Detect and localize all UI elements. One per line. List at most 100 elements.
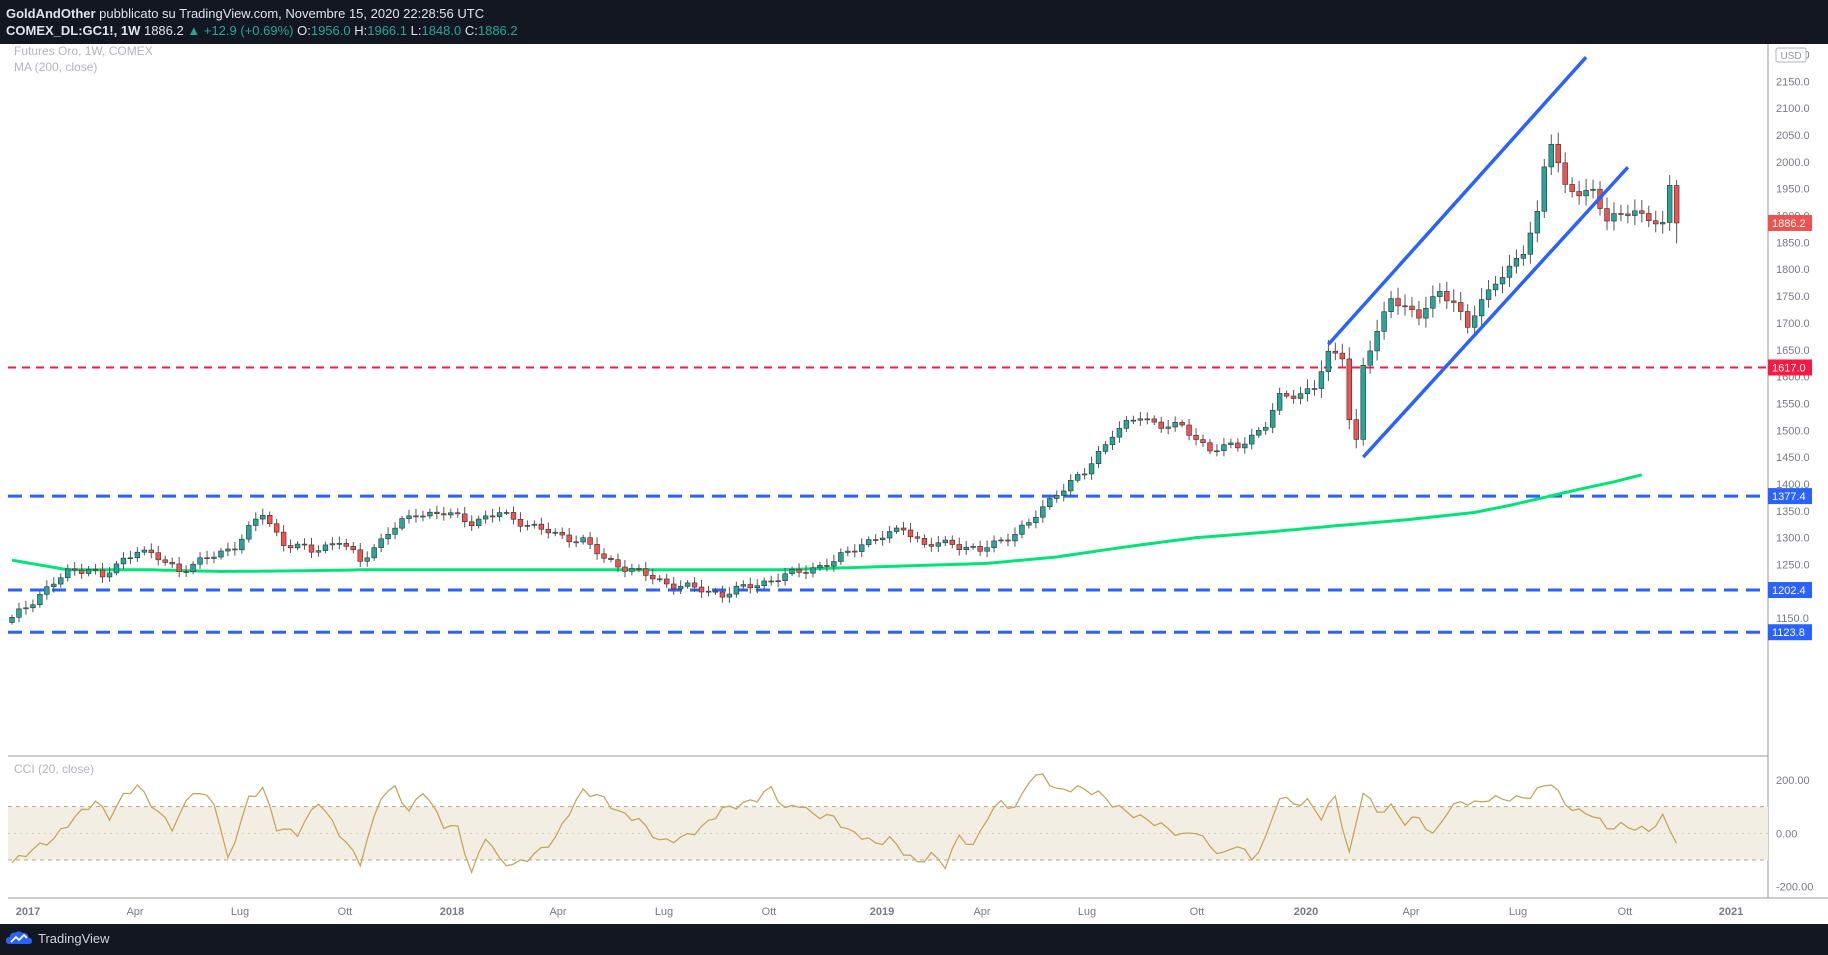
candle [1249,428,1255,450]
candle [977,540,983,556]
author-name[interactable]: GoldAndOther [6,6,96,21]
candle [308,537,315,559]
candle [1297,386,1304,405]
price-tick-label: 1500.0 [1776,425,1810,437]
candle [1200,434,1206,448]
svg-text:1123.8: 1123.8 [1772,627,1805,639]
candle [1499,266,1506,294]
trend-channel[interactable] [1327,56,1630,459]
time-tick-label: Lug [1509,906,1527,918]
candle [1026,518,1032,529]
price-tick-label: 2050.0 [1776,130,1810,142]
candle [942,536,949,547]
currency-badge[interactable] [1775,47,1807,63]
candle [155,545,161,566]
candle [1095,446,1102,469]
symbol-line: COMEX_DL:GC1!, 1W 1886.2 ▲ +12.9 (+0.69%… [6,23,518,38]
candle [1005,533,1011,547]
candle [448,508,454,519]
svg-text:1377.4: 1377.4 [1772,491,1806,503]
tradingview-cloud-icon [6,931,32,944]
time-tick-label: 2018 [440,906,464,918]
candle [371,544,377,561]
candle [789,566,795,576]
candle [183,565,189,577]
candle [30,599,36,613]
candle [1130,415,1137,425]
candle [552,528,558,537]
candle [1061,483,1067,502]
cci-pane: 200.00 0.00 -200.00 [8,773,1813,894]
candle [475,515,482,529]
candle [1660,210,1666,234]
candle [1534,200,1541,243]
candle [1478,288,1485,326]
candle [803,565,809,580]
price-tick-label: 1150.0 [1776,613,1809,625]
legend-cci: CCI (20, close) [14,762,94,776]
tradingview-logo[interactable]: TradingView [6,930,110,946]
candle [921,534,928,548]
candle [1325,339,1332,382]
candle [329,537,336,551]
candle [1012,527,1018,547]
low-value: 1848.0 [421,23,462,38]
candle [998,536,1004,544]
candle [204,550,210,565]
time-axis[interactable]: 2017 Apr Lug Ott 2018 Apr Lug Ott 2019 Apr Lug Ott 2… [16,906,1743,918]
candle [1666,175,1673,231]
symbol-name[interactable]: COMEX_DL:GC1!, 1W [6,23,141,38]
chart-canvas[interactable]: 200.000.00-200.00 1150.01200.01250.01300… [0,44,1828,924]
candle [1186,419,1192,441]
candle [1047,494,1053,510]
high-label: H: [354,23,368,38]
candle [643,561,649,581]
candle [1604,197,1610,231]
candle [1673,180,1680,244]
legend-ma: MA (200, close) [14,60,97,74]
candle [44,580,50,600]
candle [378,533,384,552]
candle [273,518,280,537]
candle [92,563,99,575]
candle [1464,304,1471,334]
candle [1506,254,1513,287]
open-label: O: [297,23,311,38]
candle [496,506,503,522]
footer-bar: TradingView [0,924,1828,955]
candle [413,508,419,523]
publish-info: pubblicato su TradingView.com, Novembre … [99,6,485,21]
candle [1339,343,1346,367]
candle [615,553,621,573]
candle [1116,421,1123,443]
time-tick-label: Ott [762,906,777,918]
candle [113,561,120,576]
cci-tick-label: 0.00 [1776,828,1797,840]
candle [559,527,565,540]
candle [1576,181,1582,205]
low-label: L: [410,23,422,38]
candle [1158,416,1164,433]
candle [441,506,447,521]
candle [1207,439,1213,455]
candle [914,531,921,543]
candle [1235,438,1241,452]
candle [698,579,705,598]
price-tick-label: 1400.0 [1776,479,1810,491]
candle [664,573,670,589]
candle [246,521,252,543]
candle [141,546,148,556]
channel-lower-line[interactable] [1361,166,1630,459]
candle [427,508,433,519]
price-badge-1377.4: 1377.4 [1768,488,1812,505]
candle [1054,490,1060,503]
time-tick-label: 2020 [1294,906,1318,918]
candle [684,580,691,589]
candle [1318,360,1325,398]
candle [127,550,134,564]
candle [601,548,607,563]
candle [1276,387,1283,416]
candle [879,530,886,546]
channel-upper-line[interactable] [1327,56,1588,346]
candle [190,561,196,575]
